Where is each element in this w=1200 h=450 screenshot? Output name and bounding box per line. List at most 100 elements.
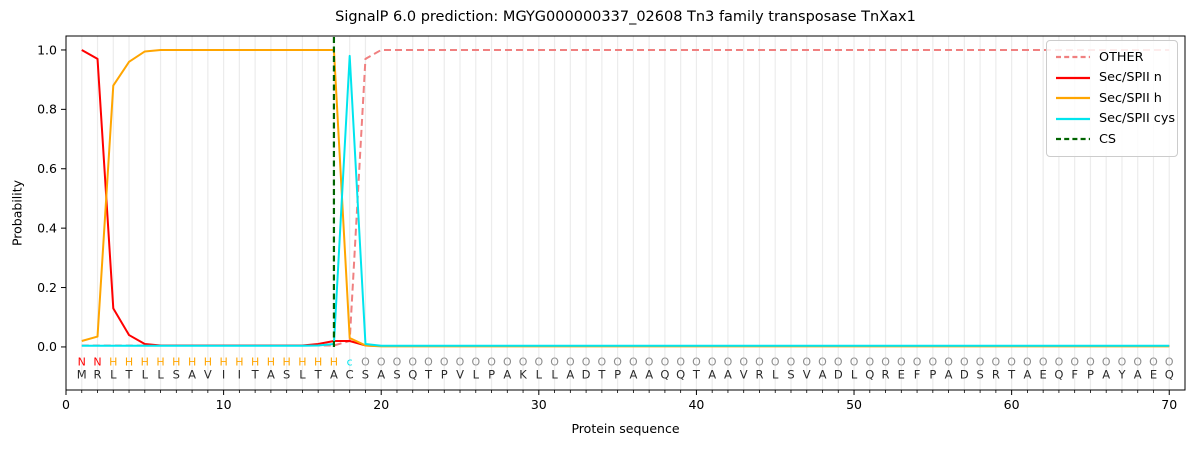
sequence-letter: A (188, 368, 196, 382)
region-letter: O (377, 356, 386, 369)
region-letter: O (818, 356, 827, 369)
region-letter: O (503, 356, 512, 369)
sequence-letter: P (614, 368, 621, 382)
region-letter: O (1102, 356, 1111, 369)
y-tick-label: 0.6 (37, 161, 57, 176)
sequence-letter: L (473, 368, 480, 382)
sequence-letter: E (1040, 368, 1047, 382)
region-letter: O (361, 356, 370, 369)
sequence-letter: S (173, 368, 180, 382)
legend-item-sec-spii-h: Sec/SPII h (1056, 90, 1169, 107)
region-letter: O (661, 356, 670, 369)
y-tick-label: 0.0 (37, 339, 57, 354)
region-letter: O (802, 356, 811, 369)
sequence-letter: I (222, 368, 225, 382)
region-letter: O (676, 356, 685, 369)
region-letter: H (188, 356, 196, 369)
legend-label: OTHER (1099, 49, 1144, 65)
sequence-letter: Q (408, 368, 417, 382)
sequence-letter: L (299, 368, 306, 382)
x-tick-label: 70 (1161, 397, 1177, 412)
sequence-letter: T (1007, 368, 1016, 382)
region-letter: H (125, 356, 133, 369)
region-letter: H (219, 356, 227, 369)
y-tick-label: 0.8 (37, 102, 57, 117)
sequence-letter: A (1102, 368, 1110, 382)
sequence-letter: A (503, 368, 511, 382)
sequence-letter: A (945, 368, 953, 382)
region-letter: O (1070, 356, 1079, 369)
sequence-letter: R (882, 368, 890, 382)
sequence-letter: Q (865, 368, 874, 382)
sequence-letter: S (393, 368, 400, 382)
sequence-letter: A (819, 368, 827, 382)
sequence-letter: L (142, 368, 149, 382)
legend: OTHER Sec/SPII n Sec/SPII h Sec/SPII cys CS (1046, 40, 1178, 157)
region-letter: O (440, 356, 449, 369)
region-letter: O (582, 356, 591, 369)
region-letter: H (156, 356, 164, 369)
region-letter: O (471, 356, 480, 369)
region-letter: O (550, 356, 559, 369)
sequence-letter: A (629, 368, 637, 382)
y-tick-label: 0.2 (37, 280, 57, 295)
legend-line-swatch (1056, 97, 1090, 100)
sequence-letter: L (772, 368, 779, 382)
sequence-letter: D (834, 368, 843, 382)
sequence-letter: L (851, 368, 858, 382)
region-letter: O (1055, 356, 1064, 369)
sequence-letter: R (992, 368, 1000, 382)
sequence-letter: T (692, 368, 701, 382)
sequence-letter: D (960, 368, 969, 382)
region-letter: O (944, 356, 953, 369)
region-letter: H (330, 356, 338, 369)
legend-label: CS (1099, 131, 1117, 147)
region-letter: O (598, 356, 607, 369)
region-letter: O (755, 356, 764, 369)
region-letter: O (645, 356, 654, 369)
region-letter: O (739, 356, 748, 369)
region-letter: c (347, 356, 353, 369)
sequence-letter: T (251, 368, 260, 382)
region-letter: H (314, 356, 322, 369)
sequence-letter: Q (1165, 368, 1174, 382)
legend-line-swatch (1056, 117, 1090, 120)
series-line-sec-spii-h (81, 48, 1170, 348)
sequence-letter: D (582, 368, 591, 382)
sequence-letter: Y (1117, 368, 1126, 382)
sequence-letter: R (755, 368, 763, 382)
sequence-letter: T (314, 368, 323, 382)
region-letter: H (235, 356, 243, 369)
sequence-letter: P (441, 368, 448, 382)
sequence-letter: S (362, 368, 369, 382)
sequence-letter: F (914, 368, 921, 382)
x-tick-label: 30 (531, 397, 547, 412)
legend-line-swatch (1056, 76, 1090, 79)
sequence-letter: P (1087, 368, 1094, 382)
region-letter: O (629, 356, 638, 369)
sequence-letter: A (1023, 368, 1031, 382)
region-letter: O (1118, 356, 1127, 369)
region-letter: H (141, 356, 149, 369)
region-letter: O (724, 356, 733, 369)
sequence-letter: I (238, 368, 241, 382)
region-letter: N (78, 356, 86, 369)
region-letter: O (960, 356, 969, 369)
sequence-letter: A (1134, 368, 1142, 382)
sequence-letter: P (929, 368, 936, 382)
region-letter: O (1165, 356, 1174, 369)
series-lines (81, 48, 1170, 348)
sequence-letter: A (377, 368, 385, 382)
sequence-letter: V (456, 368, 464, 382)
sequence-letter: A (708, 368, 716, 382)
region-letter: H (267, 356, 275, 369)
region-letter: O (834, 356, 843, 369)
region-letter: H (298, 356, 306, 369)
y-tick-label: 0.4 (37, 220, 57, 235)
sequence-letter: V (803, 368, 811, 382)
legend-item-cs: CS (1056, 131, 1169, 148)
series-line-other (81, 48, 1170, 347)
